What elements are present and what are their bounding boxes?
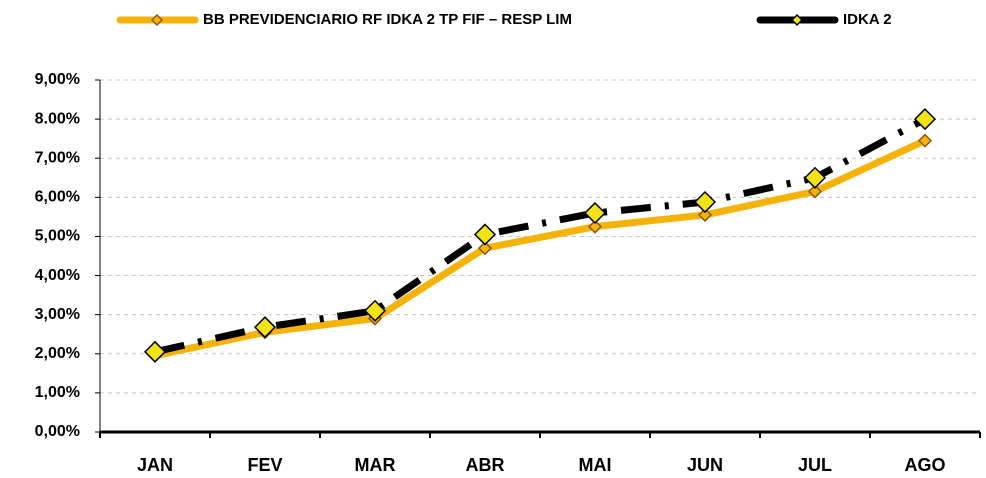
legend-label: BB PREVIDENCIARIO RF IDKA 2 TP FIF – RES…	[203, 11, 572, 28]
y-tick-label: 4,00%	[35, 267, 80, 284]
point-marker	[363, 299, 387, 322]
x-tick-label: AGO	[904, 455, 945, 475]
x-tick-label: JUN	[687, 455, 723, 475]
point-marker	[253, 316, 277, 339]
series-line	[154, 116, 927, 356]
y-tick-label: 1,00%	[35, 384, 80, 401]
point-marker	[583, 201, 607, 225]
point-marker	[473, 223, 497, 246]
x-tick-label: FEV	[247, 455, 282, 475]
y-tick-label: 8.00%	[35, 110, 80, 127]
legend-marker	[150, 13, 164, 27]
point-marker	[587, 219, 603, 234]
series-line	[154, 137, 927, 360]
x-tick-label: JAN	[137, 455, 173, 475]
point-marker	[697, 207, 713, 222]
point-marker	[917, 133, 933, 148]
y-tick-label: 7,00%	[35, 149, 80, 166]
x-tick-label: MAI	[579, 455, 612, 475]
x-tick-label: ABR	[466, 455, 505, 475]
legend-marker	[790, 13, 804, 27]
point-marker	[807, 184, 823, 199]
y-tick-label: 0,00%	[35, 423, 80, 440]
point-marker	[803, 166, 827, 189]
y-tick-label: 6,00%	[35, 189, 80, 206]
x-tick-label: JUL	[798, 455, 832, 475]
x-tick-label: MAR	[355, 455, 396, 475]
y-tick-label: 5,00%	[35, 228, 80, 245]
y-tick-label: 2,00%	[35, 345, 80, 362]
y-tick-label: 9,00%	[35, 71, 80, 88]
point-marker	[913, 108, 937, 131]
point-marker	[143, 340, 167, 363]
point-marker	[693, 190, 717, 214]
y-tick-label: 3,00%	[35, 306, 80, 323]
legend-label: IDKA 2	[843, 11, 892, 28]
point-marker	[477, 241, 493, 256]
